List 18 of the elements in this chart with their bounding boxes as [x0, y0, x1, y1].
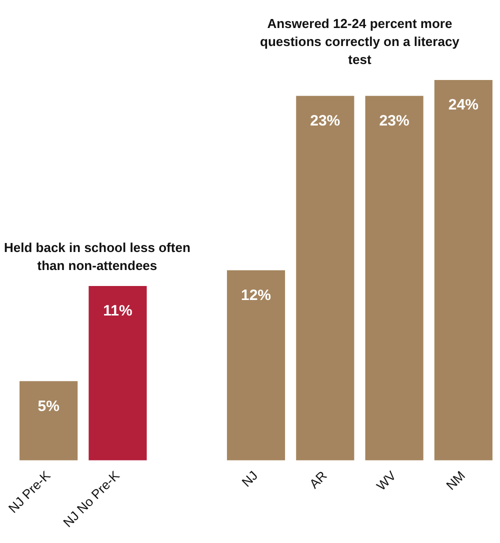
bar [20, 381, 78, 460]
x-tick-label: NJ [238, 468, 261, 490]
data-label: 24% [448, 96, 478, 114]
data-label: 12% [240, 286, 272, 304]
x-tick-label: NM [443, 468, 468, 493]
bar [88, 286, 147, 460]
x-tick-label: WV [374, 468, 400, 494]
data-label: 5% [38, 398, 60, 415]
bar [434, 80, 492, 460]
data-label: 23% [379, 112, 410, 130]
data-label: 11% [103, 302, 132, 320]
x-tick-label: AR [306, 468, 330, 492]
annotation: Held back in school less often than non-attendees [4, 240, 190, 274]
bar [365, 96, 424, 460]
bar [296, 96, 354, 460]
bar [226, 270, 286, 460]
data-label: 23% [310, 112, 340, 130]
text: Answered 12-24 percent more questions correctly on a literacy test [260, 16, 460, 67]
